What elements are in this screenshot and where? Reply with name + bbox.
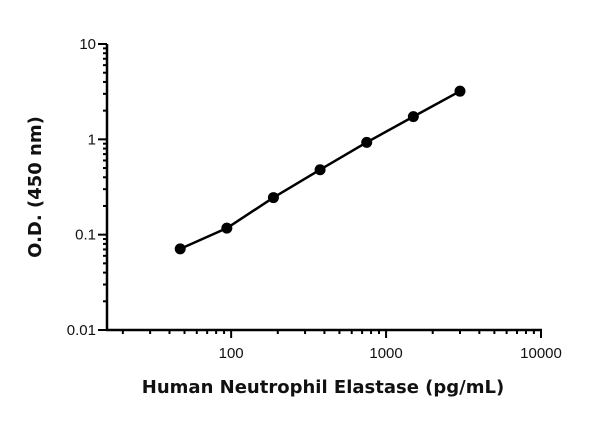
data-point: [221, 222, 233, 234]
x-tick-label: 1000: [369, 345, 402, 362]
data-point: [407, 111, 419, 123]
data-point: [267, 192, 279, 204]
x-axis: 100 1000 10000: [106, 328, 562, 362]
data-point: [174, 243, 186, 255]
x-tick-label: 10000: [520, 345, 562, 362]
data-point: [361, 136, 373, 148]
x-axis-title: Human Neutrophil Elastase (pg/mL): [142, 377, 504, 398]
plot-area: [174, 85, 466, 255]
y-tick-label: 0.1: [75, 227, 96, 244]
data-point: [454, 85, 466, 97]
y-axis-title: O.D. (450 nm): [25, 116, 46, 258]
y-axis: 0.01 0.1 1 10: [67, 36, 109, 339]
y-tick-label: 10: [79, 36, 96, 53]
y-tick-label: 1: [88, 131, 96, 148]
x-tick-label: 100: [219, 345, 244, 362]
data-point: [314, 164, 326, 176]
y-tick-label: 0.01: [67, 322, 96, 339]
